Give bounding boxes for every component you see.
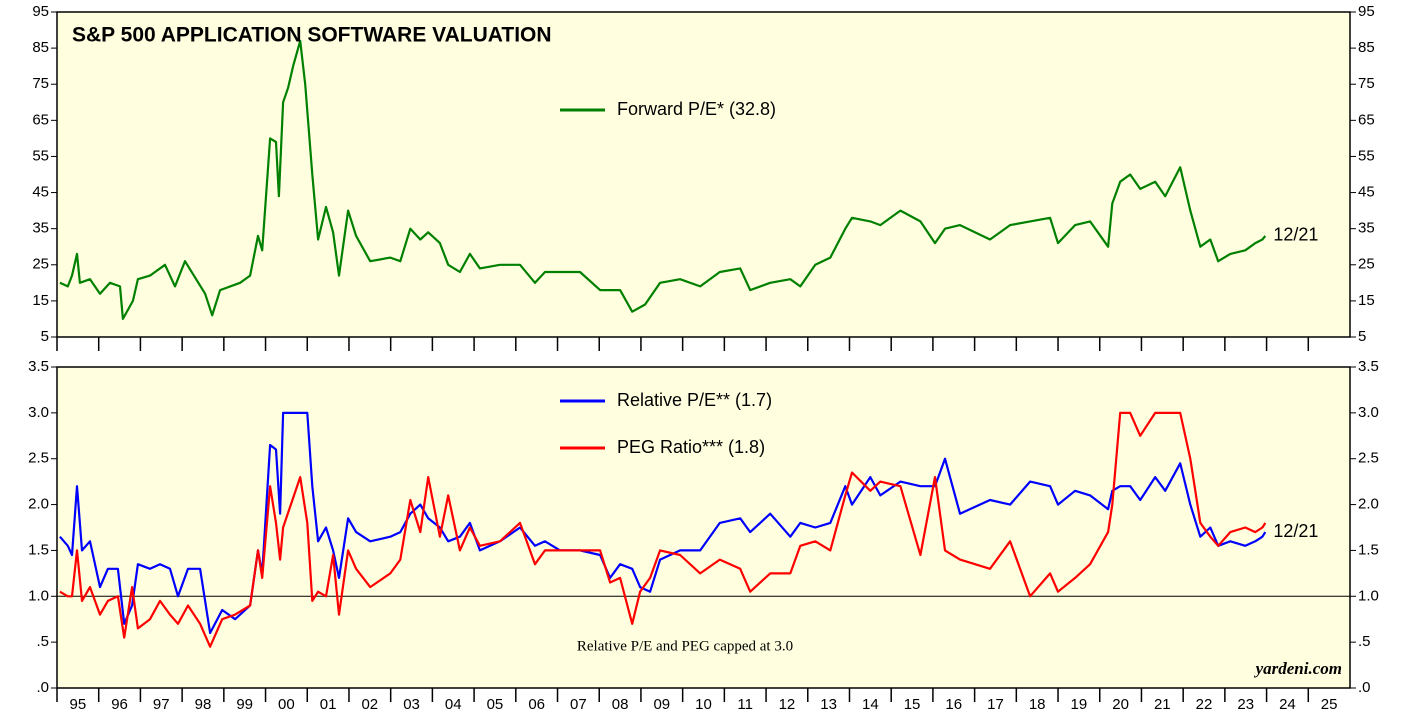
plot-area	[56, 11, 1351, 338]
y-tick-label: 65	[1358, 111, 1375, 128]
series-line	[59, 411, 1267, 648]
legend-label: Forward P/E* (32.8)	[617, 99, 776, 119]
y-tick-label: 2.5	[28, 450, 49, 467]
y-tick-label: 5	[1358, 328, 1366, 345]
x-tick-label: 09	[653, 696, 670, 713]
y-tick-label: 35	[1358, 220, 1375, 237]
legend-label: Relative P/E** (1.7)	[617, 390, 772, 410]
y-tick-label: 2.0	[28, 496, 49, 513]
x-tick-label: 02	[361, 696, 378, 713]
series-line	[59, 39, 1267, 320]
y-tick-label: 95	[32, 3, 49, 20]
y-tick-label: .5	[36, 633, 49, 650]
x-tick-label: 22	[1196, 696, 1213, 713]
y-tick-label: 85	[32, 39, 49, 56]
y-tick-label: 35	[32, 220, 49, 237]
y-tick-label: 2.0	[1358, 496, 1379, 513]
y-tick-label: 3.5	[28, 358, 49, 375]
end-label: 12/21	[1273, 521, 1318, 541]
x-tick-label: 06	[528, 696, 545, 713]
y-tick-label: 1.0	[28, 587, 49, 604]
y-tick-label: 25	[1358, 256, 1375, 273]
x-tick-label: 12	[779, 696, 796, 713]
y-tick-label: 75	[1358, 75, 1375, 92]
x-tick-label: 10	[695, 696, 712, 713]
x-tick-label: 01	[320, 696, 337, 713]
y-tick-label: 2.5	[1358, 450, 1379, 467]
x-tick-label: 96	[111, 696, 128, 713]
x-tick-label: 04	[445, 696, 462, 713]
x-tick-label: 15	[904, 696, 921, 713]
y-tick-label: 65	[32, 111, 49, 128]
x-tick-label: 25	[1321, 696, 1338, 713]
y-tick-label: 1.0	[1358, 587, 1379, 604]
y-tick-label: 15	[32, 292, 49, 309]
x-tick-label: 98	[195, 696, 212, 713]
y-tick-label: 15	[1358, 292, 1375, 309]
x-tick-label: 00	[278, 696, 295, 713]
y-tick-label: 25	[32, 256, 49, 273]
y-tick-label: 55	[1358, 147, 1375, 164]
x-tick-label: 24	[1279, 696, 1296, 713]
y-tick-label: 3.0	[1358, 404, 1379, 421]
legend-label: PEG Ratio*** (1.8)	[617, 437, 765, 457]
y-tick-label: 1.5	[28, 541, 49, 558]
x-tick-label: 13	[820, 696, 837, 713]
y-tick-label: 55	[32, 147, 49, 164]
y-tick-label: 45	[1358, 184, 1375, 201]
y-tick-label: .0	[36, 679, 49, 696]
y-tick-label: 3.5	[1358, 358, 1379, 375]
y-tick-label: .5	[1358, 633, 1371, 650]
series-line	[59, 411, 1267, 635]
x-tick-label: 19	[1071, 696, 1088, 713]
x-tick-label: 21	[1154, 696, 1171, 713]
x-tick-label: 18	[1029, 696, 1046, 713]
x-tick-label: 08	[612, 696, 629, 713]
x-tick-label: 20	[1112, 696, 1129, 713]
x-tick-label: 95	[70, 696, 87, 713]
y-tick-label: 3.0	[28, 404, 49, 421]
x-tick-label: 11	[737, 696, 753, 713]
y-tick-label: 5	[41, 328, 49, 345]
x-tick-label: 17	[987, 696, 1004, 713]
source: yardeni.com	[1254, 659, 1342, 678]
x-tick-label: 14	[862, 696, 879, 713]
x-tick-label: 99	[236, 696, 253, 713]
chart-title: S&P 500 APPLICATION SOFTWARE VALUATION	[72, 24, 552, 47]
y-tick-label: 75	[32, 75, 49, 92]
x-tick-label: 03	[403, 696, 420, 713]
x-tick-label: 05	[487, 696, 504, 713]
annotation: Relative P/E and PEG capped at 3.0	[577, 638, 793, 654]
x-tick-label: 23	[1237, 696, 1254, 713]
x-tick-label: 16	[945, 696, 962, 713]
x-tick-label: 97	[153, 696, 170, 713]
y-tick-label: .0	[1358, 679, 1371, 696]
end-label: 12/21	[1273, 225, 1318, 245]
y-tick-label: 1.5	[1358, 541, 1379, 558]
x-tick-label: 07	[570, 696, 587, 713]
y-tick-label: 95	[1358, 3, 1375, 20]
y-tick-label: 85	[1358, 39, 1375, 56]
y-tick-label: 45	[32, 184, 49, 201]
